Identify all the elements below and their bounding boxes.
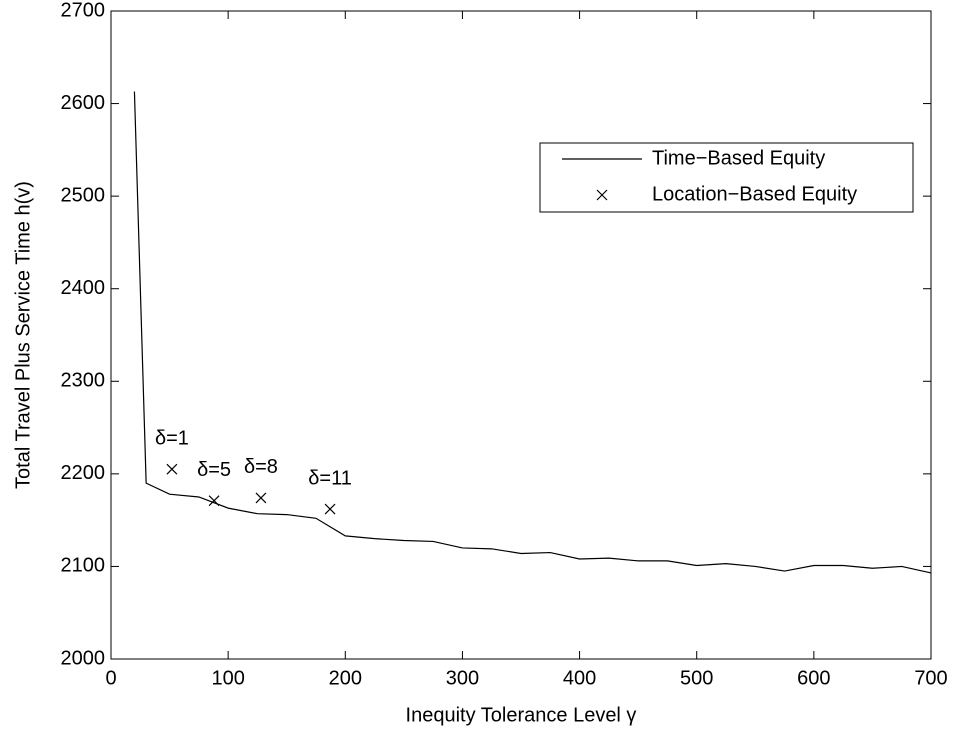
y-tick-label: 2600 [61,92,106,114]
x-tick-label: 600 [797,667,830,689]
y-tick-label: 2300 [61,370,106,392]
marker [324,503,336,515]
y-tick-label: 2100 [61,555,106,577]
marker [208,495,220,507]
marker [166,463,178,475]
x-tick-label: 0 [105,667,116,689]
x-tick-label: 700 [914,667,947,689]
y-tick-label: 2700 [61,0,106,21]
marker [255,492,267,504]
y-tick-label: 2200 [61,462,106,484]
legend-label: Location−Based Equity [652,183,857,205]
y-tick-label: 2000 [61,647,106,669]
point-label: δ=5 [197,459,231,481]
x-axis-label: Inequity Tolerance Level γ [406,704,637,726]
legend-label: Time−Based Equity [652,147,825,169]
legend-box [539,142,914,213]
y-tick-label: 2400 [61,277,106,299]
y-axis-label: Total Travel Plus Service Time h(v) [12,181,34,489]
point-label: δ=1 [155,428,189,450]
line-series [133,91,932,574]
x-tick-label: 200 [329,667,362,689]
legend-swatch [596,189,608,201]
point-label: δ=11 [308,467,352,489]
x-tick-label: 500 [680,667,713,689]
y-tick-label: 2500 [61,184,106,206]
x-tick-label: 300 [446,667,479,689]
x-tick-label: 400 [563,667,596,689]
x-tick-label: 100 [211,667,244,689]
point-label: δ=8 [244,456,278,478]
plot-frame [110,10,932,660]
